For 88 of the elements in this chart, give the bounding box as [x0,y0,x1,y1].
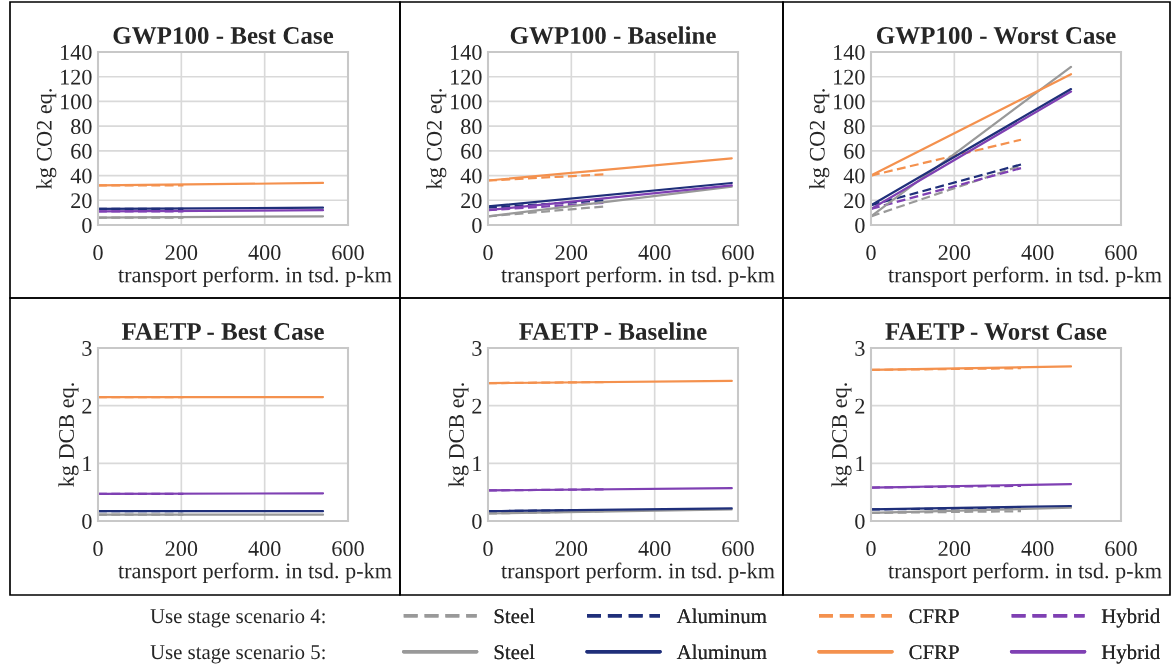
x-tick-label: 200 [165,245,198,261]
y-tick-label: 0 [82,513,92,529]
y-tick-label: 3 [472,340,482,356]
x-tick-label: 400 [1021,541,1054,557]
x-axis-title: transport perform. in tsd. p-km [118,266,392,287]
y-tick-label: 0 [82,217,92,233]
y-tick-label: 0 [472,217,482,233]
legend-label: Aluminum [676,644,767,660]
y-tick-label: 20 [844,193,865,209]
x-tick-label: 0 [93,541,103,557]
y-axis-title: kg DCB eq. [448,383,469,487]
y-axis-title: kg CO2 eq. [36,89,57,189]
y-tick-label: 0 [855,513,865,529]
text: Use stage scenario 4: [150,609,325,628]
chart-title: GWP100 - Best Case [113,27,334,45]
y-axis-title: kg CO2 eq. [426,89,447,189]
y-tick-label: 60 [461,143,482,159]
legend-label: Hybrid [1101,644,1160,664]
x-tick-label: 400 [638,541,671,557]
y-tick-label: 3 [855,340,865,356]
x-tick-label: 200 [938,541,971,557]
y-tick-label: 60 [844,143,865,159]
x-tick-label: 0 [866,541,876,557]
y-tick-label: 20 [461,193,482,209]
chart-title: GWP100 - Worst Case [876,27,1116,45]
y-tick-label: 2 [855,398,865,414]
x-tick-label: 200 [165,541,198,557]
y-tick-label: 140 [61,44,92,60]
y-tick-label: 140 [834,44,865,60]
x-tick-label: 200 [555,245,588,261]
x-tick-label: 200 [938,245,971,261]
y-tick-label: 2 [82,398,92,414]
x-axis-title: transport perform. in tsd. p-km [501,266,775,287]
x-tick-label: 600 [332,541,364,557]
chart-title: FAETP - Worst Case [885,323,1107,341]
x-tick-label: 200 [555,541,588,557]
y-axis-title: kg DCB eq. [831,383,852,487]
x-tick-label: 600 [722,245,754,261]
x-tick-label: 600 [1105,541,1137,557]
x-tick-label: 400 [638,245,671,261]
legend-label: Aluminum [676,608,767,624]
y-tick-label: 100 [834,94,865,110]
legend-label: CFRP [909,645,959,660]
y-tick-label: 80 [461,119,482,135]
y-tick-label: 1 [473,456,482,472]
chart-title: GWP100 - Baseline [510,26,716,45]
y-tick-label: 1 [83,456,92,472]
y-tick-label: 2 [472,398,482,414]
x-axis-title: transport perform. in tsd. p-km [888,266,1162,287]
x-axis-title: transport perform. in tsd. p-km [501,562,775,583]
y-axis-title: kg CO2 eq. [809,89,830,189]
x-tick-label: 400 [248,245,281,261]
y-tick-label: 40 [843,168,865,184]
y-tick-label: 40 [70,168,92,184]
x-axis-title: transport perform. in tsd. p-km [888,562,1162,583]
y-tick-label: 140 [451,44,482,60]
x-tick-label: 0 [866,245,876,261]
y-tick-label: 0 [472,513,482,529]
text: Use stage scenario 5: [150,645,325,664]
y-tick-label: 80 [71,119,92,135]
legend-label: Steel [494,644,535,660]
y-tick-label: 120 [834,69,865,85]
x-tick-label: 600 [722,541,754,557]
y-tick-label: 60 [71,143,92,159]
y-tick-label: 80 [844,119,865,135]
x-tick-label: 0 [483,541,493,557]
x-tick-label: 0 [483,245,493,261]
x-tick-label: 600 [1105,245,1137,261]
y-tick-label: 100 [61,94,92,110]
y-tick-label: 120 [61,69,92,85]
x-tick-label: 600 [332,245,364,261]
legend-label: CFRP [909,609,959,624]
x-tick-label: 400 [1021,245,1054,261]
y-tick-label: 120 [451,69,482,85]
y-tick-label: 100 [451,94,482,110]
legend-label: Steel [494,608,535,624]
y-tick-label: 40 [460,168,482,184]
y-tick-label: 0 [855,217,865,233]
x-tick-label: 0 [93,245,103,261]
chart-title: FAETP - Best Case [121,323,324,340]
y-axis-title: kg DCB eq. [58,383,79,487]
x-axis-title: transport perform. in tsd. p-km [118,562,392,583]
y-tick-label: 1 [856,456,865,472]
chart-title: FAETP - Baseline [519,322,707,340]
legend-label: Hybrid [1101,608,1160,628]
y-tick-label: 3 [82,340,92,356]
x-tick-label: 400 [248,541,281,557]
y-tick-label: 20 [71,193,92,209]
